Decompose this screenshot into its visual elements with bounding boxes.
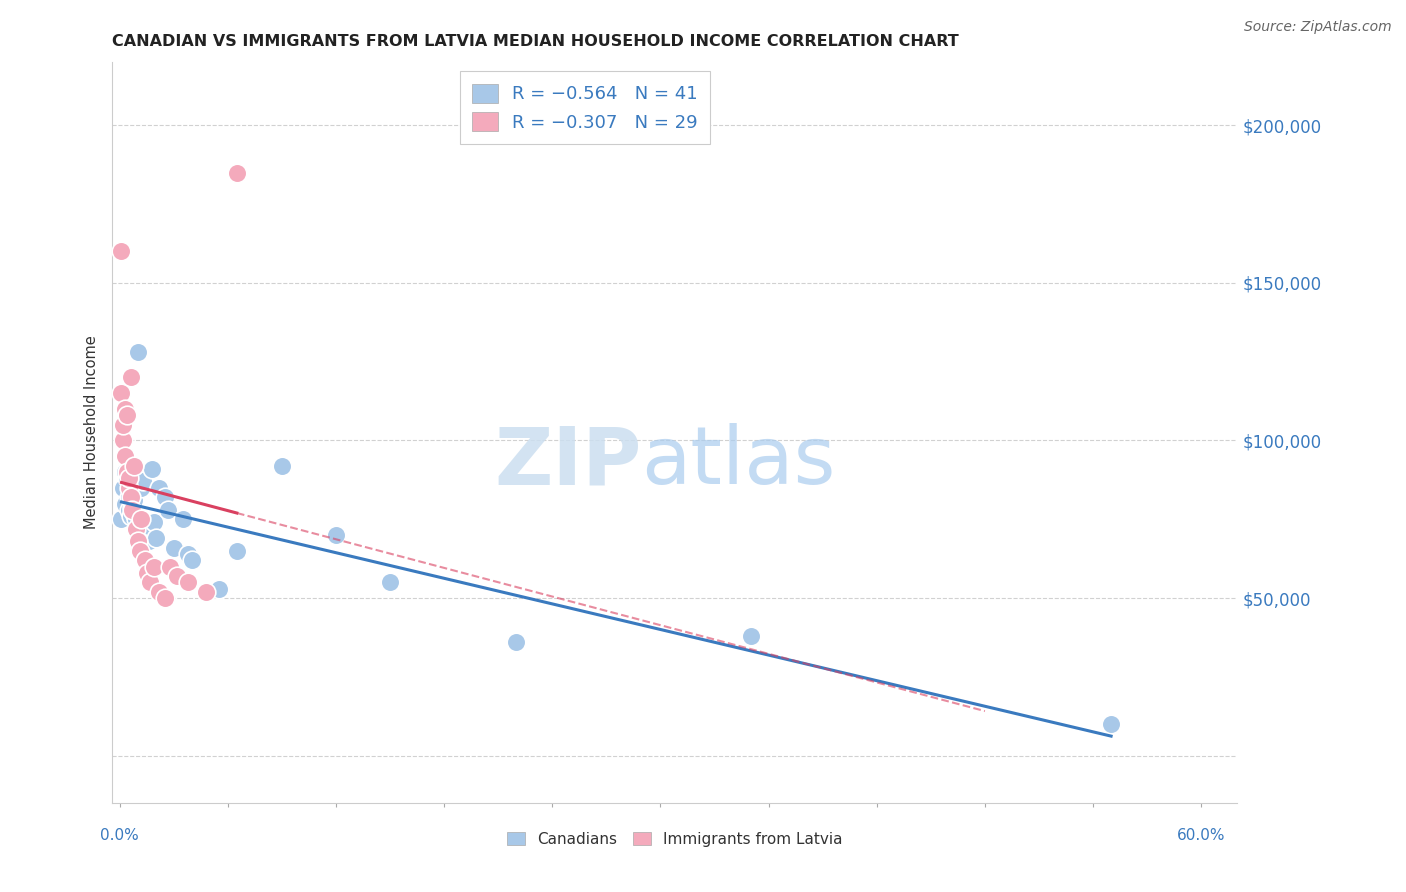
Point [125, 512, 148, 526]
Point [127, 345, 149, 359]
Point [110, 244, 132, 259]
Point [114, 465, 136, 479]
Point [142, 559, 165, 574]
Y-axis label: Median Household Income: Median Household Income [84, 335, 100, 530]
Point [120, 483, 142, 498]
Point [128, 524, 150, 539]
Point [138, 534, 160, 549]
Point [122, 493, 145, 508]
Legend: Canadians, Immigrants from Latvia: Canadians, Immigrants from Latvia [499, 824, 851, 855]
Text: ZIP: ZIP [494, 423, 641, 501]
Point [120, 370, 142, 384]
Point [153, 591, 176, 605]
Point [118, 481, 141, 495]
Point [131, 512, 153, 526]
Point [118, 490, 141, 504]
Point [115, 465, 138, 479]
Text: Source: ZipAtlas.com: Source: ZipAtlas.com [1244, 20, 1392, 34]
Point [166, 569, 188, 583]
Point [115, 471, 138, 485]
Point [128, 543, 150, 558]
Point [271, 458, 294, 473]
Point [135, 566, 157, 580]
Point [172, 512, 194, 526]
Point [112, 434, 135, 448]
Point [127, 534, 149, 549]
Point [122, 458, 145, 473]
Point [378, 575, 401, 590]
Text: 0.0%: 0.0% [100, 828, 139, 843]
Point [121, 503, 143, 517]
Text: atlas: atlas [641, 423, 835, 501]
Point [118, 503, 141, 517]
Point [141, 462, 163, 476]
Point [142, 516, 165, 530]
Point [114, 449, 136, 463]
Point [159, 559, 181, 574]
Point [112, 481, 135, 495]
Point [135, 528, 157, 542]
Point [121, 487, 143, 501]
Point [740, 629, 762, 643]
Point [120, 490, 142, 504]
Point [148, 481, 170, 495]
Point [121, 500, 143, 514]
Point [145, 531, 167, 545]
Point [177, 575, 200, 590]
Point [505, 635, 527, 649]
Point [163, 541, 186, 555]
Point [110, 386, 132, 401]
Point [225, 166, 247, 180]
Point [131, 481, 153, 495]
Point [134, 553, 156, 567]
Point [114, 496, 136, 510]
Point [325, 528, 347, 542]
Text: 60.0%: 60.0% [1177, 828, 1226, 843]
Point [120, 509, 142, 524]
Point [1099, 717, 1122, 731]
Point [208, 582, 231, 596]
Text: CANADIAN VS IMMIGRANTS FROM LATVIA MEDIAN HOUSEHOLD INCOME CORRELATION CHART: CANADIAN VS IMMIGRANTS FROM LATVIA MEDIA… [112, 34, 959, 49]
Point [157, 503, 180, 517]
Point [112, 417, 135, 432]
Point [114, 402, 136, 417]
Point [139, 575, 162, 590]
Point [128, 516, 150, 530]
Point [110, 512, 132, 526]
Point [125, 522, 148, 536]
Point [138, 518, 160, 533]
Point [180, 553, 202, 567]
Point [177, 547, 200, 561]
Point [115, 409, 138, 423]
Point [153, 490, 176, 504]
Point [225, 543, 247, 558]
Point [195, 584, 218, 599]
Point [132, 475, 155, 489]
Point [134, 522, 156, 536]
Point [122, 506, 145, 520]
Point [118, 471, 141, 485]
Point [148, 584, 170, 599]
